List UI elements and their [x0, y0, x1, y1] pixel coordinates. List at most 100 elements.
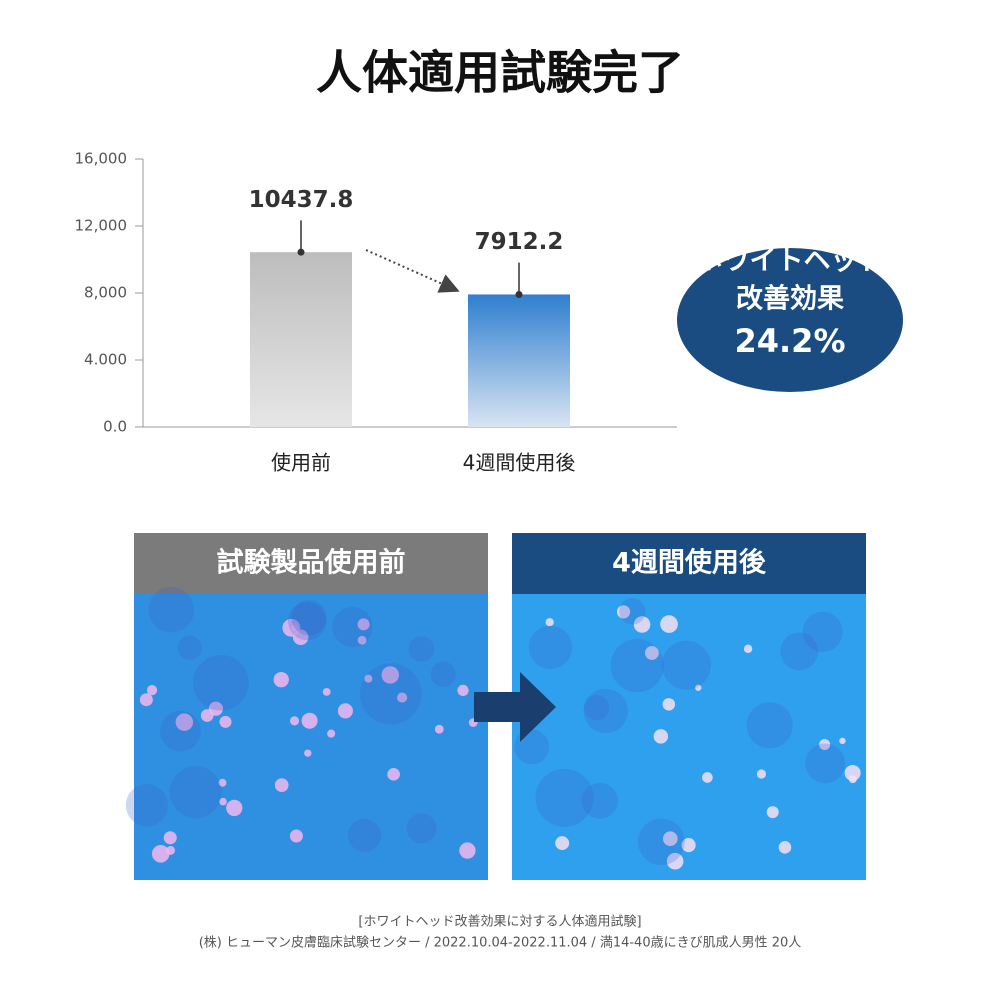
shade [802, 611, 843, 652]
spot [545, 618, 554, 627]
spot [662, 698, 676, 711]
shade [177, 635, 202, 660]
spot [327, 729, 336, 738]
spot [208, 701, 223, 716]
spot [819, 738, 831, 751]
spots [125, 586, 861, 870]
shade [746, 702, 793, 749]
spot [660, 615, 678, 633]
spot [139, 693, 153, 707]
spot [756, 769, 767, 779]
mean-dot [515, 290, 523, 298]
shade [193, 654, 249, 711]
shade [169, 766, 222, 819]
spot [743, 644, 753, 654]
mean-dot [297, 248, 305, 256]
title: 人体適用試験完了 [316, 46, 684, 100]
spot [616, 605, 631, 619]
badge-text: 改善効果 [736, 283, 844, 315]
spot [218, 778, 227, 787]
badge-value: 24.2% [734, 322, 845, 360]
spot [226, 799, 243, 817]
spot [337, 703, 353, 719]
value-label: 7912.2 [475, 229, 564, 255]
spot [844, 764, 861, 781]
badge-text: ホワイトヘッド [696, 246, 885, 277]
spot [322, 687, 331, 696]
shade [535, 768, 594, 827]
shade [619, 598, 646, 625]
spot [357, 618, 370, 631]
shade [583, 688, 628, 734]
shade [160, 710, 201, 752]
spot [633, 616, 651, 633]
spot [289, 716, 300, 726]
badge [677, 248, 903, 392]
shade [291, 600, 327, 636]
spot [304, 749, 312, 757]
x-tick-label: 使用前 [271, 451, 331, 475]
spot [644, 645, 659, 660]
y-tick-label: 16,000 [75, 150, 128, 168]
shade [661, 640, 711, 690]
panel-label: 4週間使用後 [612, 548, 767, 579]
spot [662, 831, 678, 847]
spot [701, 772, 713, 783]
spot [653, 729, 669, 744]
trend-arrow [365, 249, 460, 293]
shade [287, 601, 327, 641]
spot [151, 844, 170, 863]
spot [175, 713, 194, 731]
chart: 0.0 4.000 8,000 12,000 16,000 使用前 10437.8 4週間使用… [75, 150, 677, 475]
spot [457, 684, 469, 697]
spot [459, 842, 476, 859]
shade [332, 606, 373, 648]
spot [778, 841, 792, 854]
spot [219, 797, 227, 806]
spot [163, 831, 177, 845]
shade [125, 784, 168, 827]
spot [695, 684, 702, 691]
y-tick-label: 0.0 [103, 418, 127, 436]
shade [780, 632, 819, 671]
spot [666, 852, 684, 870]
shade [637, 818, 685, 866]
panel-header [134, 533, 488, 594]
shade [514, 729, 550, 765]
spot [839, 737, 846, 745]
shade [528, 625, 573, 670]
spot [273, 671, 289, 688]
spot [166, 845, 176, 855]
footnote: (株) ヒューマン皮膚臨床試験センター / 2022.10.04-2022.11… [199, 935, 802, 951]
shade [430, 661, 456, 687]
shade [583, 695, 610, 721]
bar [468, 294, 570, 427]
footnote: [ホワイトヘッド改善効果に対する人体適用試験] [358, 914, 641, 930]
spot [301, 712, 318, 729]
spot [848, 775, 857, 784]
spot [364, 674, 373, 683]
bar [250, 252, 352, 427]
shade [610, 638, 664, 693]
spot [397, 692, 408, 703]
shade [805, 743, 846, 784]
spot [766, 806, 779, 819]
x-tick-label: 4週間使用後 [463, 451, 576, 475]
spot [274, 778, 289, 793]
y-tick-label: 4.000 [84, 351, 127, 369]
spot [681, 838, 696, 853]
spot [387, 767, 400, 781]
spot [289, 829, 303, 843]
y-tick-label: 12,000 [75, 217, 128, 235]
shade [360, 663, 422, 725]
shade [148, 586, 195, 633]
spot [292, 629, 309, 646]
value-label: 10437.8 [249, 187, 354, 213]
shade [406, 813, 437, 844]
y-tick-label: 8,000 [84, 284, 127, 302]
panel-label: 試験製品使用前 [217, 547, 406, 579]
panel-header [512, 533, 866, 594]
shade [347, 818, 382, 852]
